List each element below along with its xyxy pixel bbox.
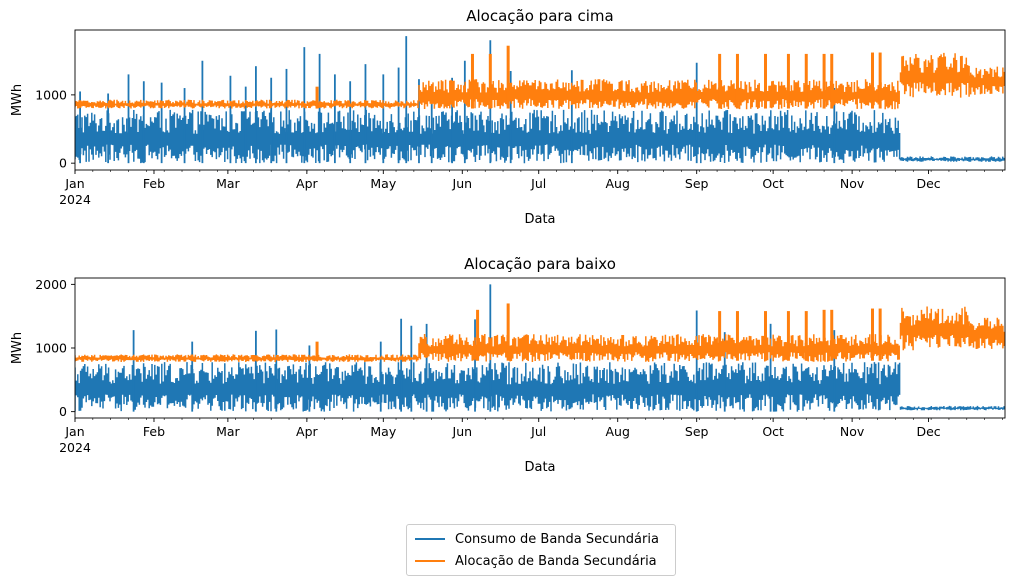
y-tick-label: 1000 bbox=[35, 87, 67, 102]
x-tick-label: Feb bbox=[143, 176, 165, 191]
y-tick-label: 1000 bbox=[35, 341, 67, 356]
series-consumo bbox=[75, 284, 1005, 412]
x-tick-label: Jul bbox=[530, 176, 546, 191]
x-tick-label: Sep bbox=[685, 424, 709, 439]
x-tick-label: Apr bbox=[296, 424, 318, 439]
legend-entry-consumo: Consumo de Banda Secundária bbox=[415, 529, 659, 549]
chart-1: 0 1000 Jan Feb Mar Apr May Jun Jul Aug Sep Oct Nov De… bbox=[10, 7, 1006, 227]
legend: Consumo de Banda Secundária Alocação de … bbox=[406, 524, 676, 576]
x-tick-label: Jun bbox=[452, 424, 473, 439]
chart-title: Alocação para cima bbox=[466, 7, 614, 25]
x-tick-label: Jan bbox=[64, 176, 84, 191]
legend-swatch-consumo bbox=[415, 538, 445, 540]
y-axis-title: MWh bbox=[10, 332, 25, 364]
x-tick-label: Jan bbox=[64, 424, 84, 439]
chart-2: 0 1000 2000 Jan Feb Mar Apr May Jun Jul Aug Sep Oct N… bbox=[10, 255, 1006, 475]
legend-label-consumo: Consumo de Banda Secundária bbox=[455, 531, 659, 547]
series-alocacao bbox=[75, 303, 1005, 362]
series-alocacao bbox=[75, 45, 1005, 110]
x-tick-label: Jun bbox=[452, 176, 473, 191]
legend-swatch-alocacao bbox=[415, 560, 445, 562]
x-year-label: 2024 bbox=[59, 440, 91, 455]
y-axis-title: MWh bbox=[10, 84, 25, 116]
x-tick-label: Mar bbox=[216, 424, 240, 439]
legend-entry-alocacao: Alocação de Banda Secundária bbox=[415, 551, 657, 571]
x-tick-label: May bbox=[370, 176, 396, 191]
series-band bbox=[75, 52, 1005, 110]
x-tick-label: Nov bbox=[840, 424, 865, 439]
x-tick-label: Mar bbox=[216, 176, 240, 191]
x-year-label: 2024 bbox=[59, 192, 91, 207]
x-tick-label: Dec bbox=[916, 424, 940, 439]
x-tick-label: Feb bbox=[143, 424, 165, 439]
series-band bbox=[75, 306, 1005, 362]
y-tick-label: 0 bbox=[59, 156, 67, 171]
x-tick-label: Jul bbox=[530, 424, 546, 439]
plot-frame bbox=[74, 29, 1006, 171]
x-tick-label: May bbox=[370, 424, 396, 439]
series-band bbox=[75, 109, 1005, 164]
x-tick-label: Nov bbox=[840, 176, 865, 191]
x-tick-label: Apr bbox=[296, 176, 318, 191]
x-tick-label: Dec bbox=[916, 176, 940, 191]
series-band bbox=[75, 362, 1005, 412]
legend-label-alocacao: Alocação de Banda Secundária bbox=[455, 553, 657, 569]
y-tick-label: 2000 bbox=[35, 277, 67, 292]
x-tick-label: Oct bbox=[762, 424, 784, 439]
x-tick-label: Aug bbox=[606, 424, 630, 439]
x-tick-label: Sep bbox=[685, 176, 709, 191]
x-axis-title: Data bbox=[524, 212, 555, 227]
x-axis-title: Data bbox=[524, 460, 555, 475]
y-tick-label: 0 bbox=[59, 404, 67, 419]
x-tick-label: Aug bbox=[606, 176, 630, 191]
x-tick-label: Oct bbox=[762, 176, 784, 191]
chart-title: Alocação para baixo bbox=[464, 255, 616, 273]
